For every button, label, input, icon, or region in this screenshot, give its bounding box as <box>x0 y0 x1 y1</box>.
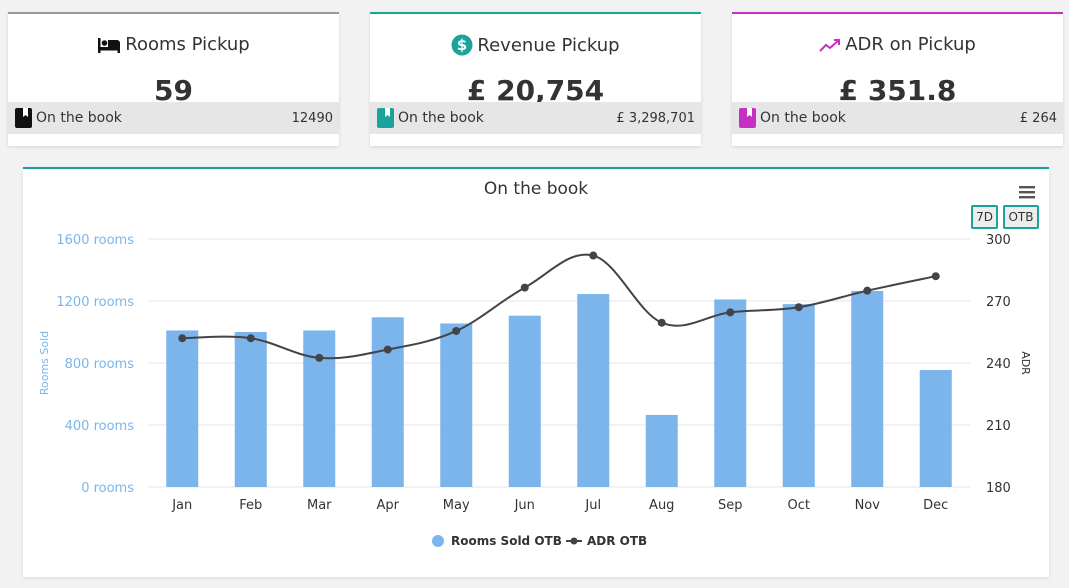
adr-pickup-foot-label: On the book <box>760 110 846 126</box>
adr-pickup-foot-value: £ 264 <box>1019 110 1057 126</box>
adr-point <box>246 334 255 343</box>
revenue-pickup-footer: On the book £ 3,298,701 <box>370 102 701 134</box>
bar-rooms-sold <box>714 299 747 487</box>
book-icon <box>15 108 32 128</box>
rooms-pickup-foot-label: On the book <box>36 110 122 126</box>
left-axis-tick-label: 1200 rooms <box>56 295 134 310</box>
rooms-pickup-value: 59 <box>154 74 193 107</box>
adr-point <box>863 286 872 295</box>
x-axis-tick-label: Dec <box>923 498 948 513</box>
rooms-pickup-card: Rooms Pickup 59 On the book 12490 <box>8 12 339 146</box>
right-axis-tick-label: 300 <box>986 233 1011 248</box>
chart-svg: On the book 0 rooms 400 rooms 800 rooms 1200… <box>38 179 1032 548</box>
rooms-pickup-title-row: Rooms Pickup <box>8 34 339 55</box>
adr-point <box>589 251 598 260</box>
x-axis-tick-label: Oct <box>788 498 810 513</box>
revenue-pickup-title-row: $ Revenue Pickup <box>370 34 701 56</box>
on-the-book-chart-panel: 7D OTB On the book 0 rooms 400 rooms 800 ro… <box>23 167 1049 577</box>
adr-pickup-footer: On the book £ 264 <box>732 102 1063 134</box>
adr-pickup-title: ADR on Pickup <box>845 34 976 55</box>
adr-point <box>178 334 187 343</box>
rooms-pickup-title: Rooms Pickup <box>125 34 250 55</box>
adr-line <box>182 253 936 360</box>
right-axis-tick-label: 180 <box>986 481 1011 496</box>
adr-point <box>520 283 529 292</box>
range-7d-button[interactable]: 7D <box>971 205 998 229</box>
bar-rooms-sold <box>234 332 267 487</box>
bar-rooms-sold <box>166 330 199 487</box>
legend-label-rooms-sold: Rooms Sold OTB <box>451 534 562 548</box>
bar-rooms-sold <box>782 304 815 487</box>
right-axis-tick-label: 240 <box>986 357 1011 372</box>
revenue-pickup-foot-label: On the book <box>398 110 484 126</box>
adr-point <box>726 308 735 317</box>
left-axis-tick-label: 1600 rooms <box>56 233 134 248</box>
bar-rooms-sold <box>851 290 884 487</box>
left-axis-tick-label: 800 rooms <box>65 357 135 372</box>
revenue-pickup-foot-value: £ 3,298,701 <box>616 110 695 126</box>
legend-marker-rooms-sold <box>432 535 444 547</box>
left-axis-title: Rooms Sold <box>38 331 51 395</box>
x-axis-tick-label: May <box>443 498 470 513</box>
bar-rooms-sold <box>440 323 473 487</box>
revenue-pickup-card: $ Revenue Pickup £ 20,754 On the book £ … <box>370 12 701 146</box>
hamburger-menu-icon[interactable] <box>1019 185 1035 199</box>
x-axis-tick-label: Sep <box>718 498 743 513</box>
legend-marker-adr-point <box>570 537 578 545</box>
revenue-pickup-title: Revenue Pickup <box>477 34 620 56</box>
rooms-pickup-foot-value: 12490 <box>291 110 333 126</box>
adr-point <box>794 303 803 312</box>
bar-rooms-sold <box>508 315 541 487</box>
adr-point <box>315 353 324 362</box>
book-icon <box>377 108 394 128</box>
left-axis-tick-label: 400 rooms <box>65 419 135 434</box>
adr-pickup-title-row: ADR on Pickup <box>732 34 1063 55</box>
bar-rooms-sold <box>645 414 678 487</box>
legend-label-adr: ADR OTB <box>587 534 647 548</box>
x-axis-tick-label: Aug <box>649 498 674 513</box>
x-axis-tick-label: Apr <box>377 498 400 513</box>
x-axis-tick-label: Jan <box>171 498 192 513</box>
revenue-pickup-value: £ 20,754 <box>466 74 605 107</box>
dollar-circle-icon: $ <box>451 34 473 56</box>
rooms-pickup-footer: On the book 12490 <box>8 102 339 134</box>
trend-line-icon <box>819 38 841 52</box>
book-icon <box>739 108 756 128</box>
bar-rooms-sold <box>919 369 952 487</box>
right-axis-tick-label: 210 <box>986 419 1011 434</box>
chart-title: On the book <box>484 179 588 199</box>
x-axis-tick-label: Jul <box>584 498 601 513</box>
left-axis-tick-label: 0 rooms <box>81 481 134 496</box>
x-axis-tick-label: Mar <box>307 498 332 513</box>
right-axis-title: ADR <box>1019 351 1032 375</box>
bed-icon <box>98 37 121 53</box>
bar-rooms-sold <box>371 317 404 487</box>
adr-point <box>452 326 461 335</box>
adr-point <box>657 318 666 327</box>
adr-point <box>383 345 392 354</box>
bar-rooms-sold <box>577 294 610 487</box>
adr-pickup-value: £ 351.8 <box>838 74 957 107</box>
x-axis-tick-label: Jun <box>514 498 535 513</box>
x-axis-tick-label: Feb <box>239 498 262 513</box>
x-axis-tick-label: Nov <box>855 498 881 513</box>
svg-text:$: $ <box>457 36 467 54</box>
adr-point <box>931 272 940 281</box>
range-otb-button[interactable]: OTB <box>1003 205 1039 229</box>
right-axis-tick-label: 270 <box>986 295 1011 310</box>
adr-pickup-card: ADR on Pickup £ 351.8 On the book £ 264 <box>732 12 1063 146</box>
